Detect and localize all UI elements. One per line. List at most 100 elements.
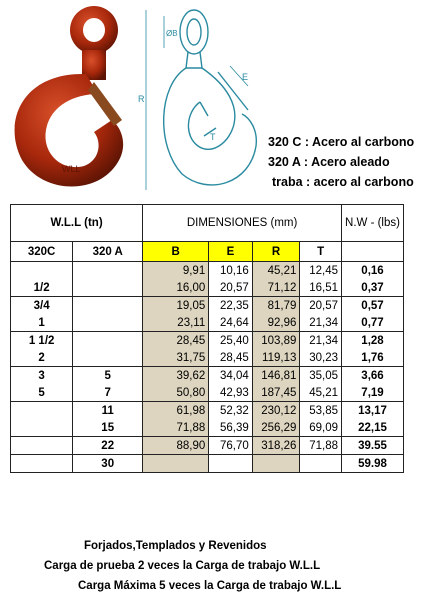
footer-line-1: Forjados,Templados y Revenidos <box>84 540 267 552</box>
cell-e: 25,40 <box>208 331 253 349</box>
cell-e: 10,16 <box>208 261 253 279</box>
table-row: 3/4 19,05 22,35 81,79 20,57 0,57 <box>9 296 404 314</box>
cell-c: 5 <box>9 384 74 402</box>
cell-a: 15 <box>72 419 144 437</box>
cell-a <box>72 279 144 297</box>
cell-b <box>142 454 210 473</box>
cell-t: 71,88 <box>299 436 342 455</box>
label-e: E <box>242 72 248 82</box>
cell-t: 16,51 <box>299 279 342 297</box>
col-b: B <box>142 241 210 262</box>
cell-r: 81,79 <box>251 296 301 314</box>
empty-cell <box>341 241 404 262</box>
table-row: 30 59.98 <box>9 454 404 473</box>
cell-nw: 0,77 <box>341 314 404 332</box>
cell-e: 42,93 <box>208 384 253 402</box>
cell-a: 22 <box>72 436 144 455</box>
cell-nw: 39.55 <box>341 436 404 455</box>
cell-t: 20,57 <box>299 296 342 314</box>
table-row: 3 5 39,62 34,04 146,81 35,05 3,66 <box>9 366 404 384</box>
header-row-1: W.L.L (tn) DIMENSIONES (mm) N.W - (lbs) <box>9 204 404 242</box>
cell-a <box>72 261 144 279</box>
col-wll: W.L.L (tn) <box>9 204 144 242</box>
table-row: 1 23,11 24,64 92,96 21,34 0,77 <box>9 314 404 332</box>
cell-nw: 0,37 <box>341 279 404 297</box>
cell-c: 2 <box>9 349 74 367</box>
cell-nw: 0,57 <box>341 296 404 314</box>
cell-b: 31,75 <box>142 349 210 367</box>
cell-nw: 59.98 <box>341 454 404 473</box>
cell-e: 52,32 <box>208 401 253 419</box>
cell-r: 230,12 <box>251 401 301 419</box>
cell-b: 28,45 <box>142 331 210 349</box>
cell-e: 34,04 <box>208 366 253 384</box>
cell-a <box>72 296 144 314</box>
cell-t: 53,85 <box>299 401 342 419</box>
cell-t: 35,05 <box>299 366 342 384</box>
table-row: 15 71,88 56,39 256,29 69,09 22,15 <box>9 419 404 437</box>
col-t: T <box>299 241 342 262</box>
cell-c: 1 <box>9 314 74 332</box>
hook-photo: WLL <box>14 6 124 187</box>
cell-r: 146,81 <box>251 366 301 384</box>
cell-b: 39,62 <box>142 366 210 384</box>
label-b: ØB <box>166 29 178 38</box>
cell-r: 92,96 <box>251 314 301 332</box>
table-row: 2 31,75 28,45 119,13 30,23 1,76 <box>9 349 404 367</box>
cell-b: 50,80 <box>142 384 210 402</box>
table-row: 1/2 16,00 20,57 71,12 16,51 0,37 <box>9 279 404 297</box>
cell-a: 7 <box>72 384 144 402</box>
material-line: 320 A : Acero aleado <box>268 155 390 169</box>
cell-nw: 0,16 <box>341 261 404 279</box>
cell-c <box>9 401 74 419</box>
cell-e: 20,57 <box>208 279 253 297</box>
col-320a: 320 A <box>72 241 144 262</box>
cell-b: 23,11 <box>142 314 210 332</box>
cell-nw: 13,17 <box>341 401 404 419</box>
cell-e: 22,35 <box>208 296 253 314</box>
cell-r: 318,26 <box>251 436 301 455</box>
cell-c: 1 1/2 <box>9 331 74 349</box>
footer-line-3: Carga Máxima 5 veces la Carga de trabajo… <box>78 580 342 592</box>
cell-e: 76,70 <box>208 436 253 455</box>
materials-list: 320 C : Acero al carbono 320 A : Acero a… <box>268 132 414 192</box>
cell-r: 45,21 <box>251 261 301 279</box>
cell-r: 187,45 <box>251 384 301 402</box>
col-e: E <box>208 241 253 262</box>
header-area: WLL R ØB E T 320 C : Acero al carbono 32… <box>0 0 424 202</box>
label-t: T <box>210 132 216 142</box>
cell-c: 1/2 <box>9 279 74 297</box>
cell-c <box>9 454 74 473</box>
cell-t: 21,34 <box>299 331 342 349</box>
cell-b: 9,91 <box>142 261 210 279</box>
cell-a <box>72 331 144 349</box>
header-row-2: 320C 320 A B E R T <box>9 241 404 262</box>
cell-b: 61,98 <box>142 401 210 419</box>
table-row: 9,91 10,16 45,21 12,45 0,16 <box>9 261 404 279</box>
cell-t: 69,09 <box>299 419 342 437</box>
cell-c <box>9 419 74 437</box>
cell-b: 19,05 <box>142 296 210 314</box>
cell-r: 103,89 <box>251 331 301 349</box>
cell-c <box>9 436 74 455</box>
cell-r: 256,29 <box>251 419 301 437</box>
cell-a <box>72 314 144 332</box>
material-line: traba : acero al carbono <box>272 175 414 189</box>
cell-nw: 3,66 <box>341 366 404 384</box>
cell-t: 30,23 <box>299 349 342 367</box>
cell-a: 11 <box>72 401 144 419</box>
table-row: 22 88,90 76,70 318,26 71,88 39.55 <box>9 436 404 455</box>
cell-t: 21,34 <box>299 314 342 332</box>
col-320c: 320C <box>9 241 74 262</box>
photo-stamp: WLL <box>62 164 81 174</box>
cell-b: 16,00 <box>142 279 210 297</box>
cell-r: 119,13 <box>251 349 301 367</box>
label-r: R <box>138 94 145 104</box>
cell-nw: 1,28 <box>341 331 404 349</box>
cell-a: 30 <box>72 454 144 473</box>
cell-t: 45,21 <box>299 384 342 402</box>
col-dimensions: DIMENSIONES (mm) <box>142 204 342 242</box>
cell-nw: 22,15 <box>341 419 404 437</box>
cell-a <box>72 349 144 367</box>
table-body: 9,91 10,16 45,21 12,45 0,16 1/2 16,00 20,57 71,1… <box>9 261 404 473</box>
